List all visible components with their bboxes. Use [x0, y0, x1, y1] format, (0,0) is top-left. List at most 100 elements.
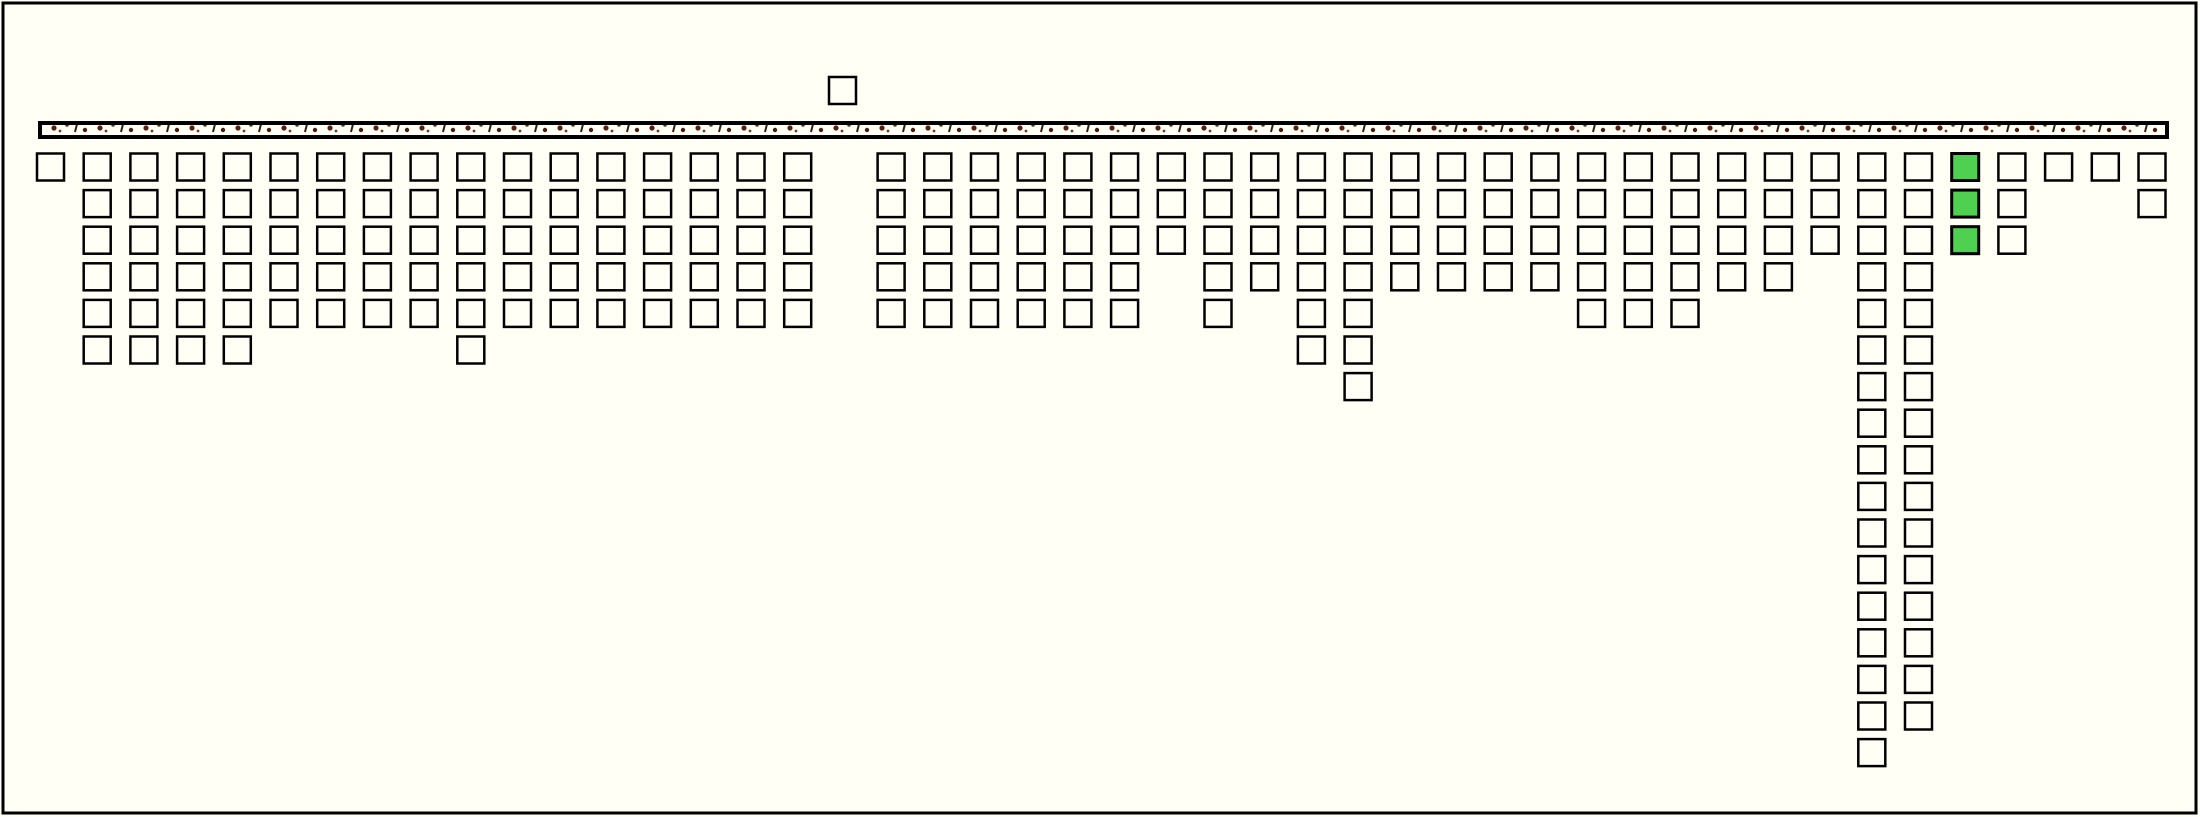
- box[interactable]: [129, 225, 159, 255]
- box[interactable]: [1857, 664, 1887, 695]
- box[interactable]: [456, 152, 486, 182]
- box[interactable]: [1343, 262, 1373, 292]
- box[interactable]: [1296, 152, 1327, 182]
- box[interactable]: [175, 298, 206, 329]
- box[interactable]: [2090, 152, 2121, 182]
- box[interactable]: [1903, 188, 1934, 219]
- box[interactable]: [1903, 225, 1934, 255]
- box[interactable]: [1436, 262, 1467, 292]
- box[interactable]: [596, 188, 626, 219]
- box[interactable]: [596, 152, 626, 182]
- box[interactable]: [456, 188, 486, 219]
- box[interactable]: [1203, 152, 1233, 182]
- box[interactable]: [1857, 737, 1887, 768]
- box[interactable]: [1763, 262, 1794, 292]
- box[interactable]: [129, 335, 159, 365]
- box[interactable]: [689, 298, 720, 329]
- box[interactable]: [876, 188, 906, 219]
- box[interactable]: [1997, 188, 2027, 219]
- box[interactable]: [876, 262, 906, 292]
- box[interactable]: [596, 298, 626, 329]
- box[interactable]: [1063, 152, 1093, 182]
- box[interactable]: [969, 188, 1000, 219]
- box[interactable]: [1903, 408, 1934, 438]
- box[interactable]: [1857, 518, 1887, 548]
- box[interactable]: [1997, 225, 2027, 255]
- box[interactable]: [1576, 298, 1607, 329]
- box[interactable]: [269, 298, 299, 329]
- box[interactable]: [1903, 628, 1934, 658]
- box[interactable]: [1109, 298, 1140, 329]
- box[interactable]: [782, 225, 813, 255]
- box[interactable]: [876, 225, 906, 255]
- box[interactable]: [129, 188, 159, 219]
- box[interactable]: [1576, 262, 1607, 292]
- box[interactable]: [1576, 188, 1607, 219]
- box[interactable]: [1483, 152, 1513, 182]
- box[interactable]: [1670, 262, 1700, 292]
- box[interactable]: [1343, 298, 1373, 329]
- box[interactable]: [1857, 481, 1887, 512]
- box[interactable]: [269, 262, 299, 292]
- box[interactable]: [549, 262, 579, 292]
- box[interactable]: [1670, 225, 1700, 255]
- box[interactable]: [736, 152, 766, 182]
- box[interactable]: [1483, 262, 1513, 292]
- box[interactable]: [549, 298, 579, 329]
- box[interactable]: [969, 262, 1000, 292]
- box[interactable]: [1203, 298, 1233, 329]
- box[interactable]: [1436, 225, 1467, 255]
- box[interactable]: [1109, 188, 1140, 219]
- box[interactable]: [1016, 225, 1046, 255]
- box[interactable]: [1903, 152, 1934, 182]
- box[interactable]: [782, 298, 813, 329]
- box[interactable]: [1576, 152, 1607, 182]
- box[interactable]: [1670, 188, 1700, 219]
- box[interactable]: [315, 262, 346, 292]
- box[interactable]: [1063, 298, 1093, 329]
- box[interactable]: [1156, 188, 1187, 219]
- box[interactable]: [1716, 262, 1747, 292]
- box[interactable]: [1623, 152, 1654, 182]
- box[interactable]: [596, 262, 626, 292]
- filled-box[interactable]: [1950, 152, 1981, 182]
- box[interactable]: [1530, 262, 1560, 292]
- box[interactable]: [736, 225, 766, 255]
- box[interactable]: [689, 188, 720, 219]
- box[interactable]: [1857, 188, 1887, 219]
- box[interactable]: [549, 152, 579, 182]
- box[interactable]: [362, 152, 393, 182]
- box[interactable]: [1857, 225, 1887, 255]
- box[interactable]: [502, 262, 533, 292]
- box[interactable]: [1483, 225, 1513, 255]
- box[interactable]: [82, 225, 112, 255]
- box[interactable]: [969, 225, 1000, 255]
- box[interactable]: [1716, 225, 1747, 255]
- box[interactable]: [1343, 371, 1373, 402]
- box[interactable]: [923, 152, 953, 182]
- box[interactable]: [1343, 335, 1373, 365]
- box[interactable]: [175, 188, 206, 219]
- box[interactable]: [1857, 262, 1887, 292]
- box[interactable]: [129, 298, 159, 329]
- filled-box[interactable]: [1950, 225, 1981, 256]
- box[interactable]: [1063, 225, 1093, 255]
- box[interactable]: [596, 225, 626, 255]
- box[interactable]: [269, 152, 299, 182]
- box[interactable]: [923, 225, 953, 255]
- box[interactable]: [1203, 262, 1233, 292]
- box[interactable]: [1670, 298, 1700, 329]
- box[interactable]: [222, 225, 253, 255]
- box[interactable]: [1436, 188, 1467, 219]
- box[interactable]: [1390, 188, 1420, 219]
- box[interactable]: [1156, 225, 1187, 255]
- box[interactable]: [362, 188, 393, 219]
- held-box[interactable]: [827, 75, 858, 106]
- box[interactable]: [1857, 701, 1887, 731]
- box[interactable]: [456, 262, 486, 292]
- box[interactable]: [1063, 262, 1093, 292]
- box[interactable]: [782, 152, 813, 182]
- box[interactable]: [1903, 262, 1934, 292]
- box[interactable]: [1530, 225, 1560, 255]
- box[interactable]: [2137, 152, 2167, 182]
